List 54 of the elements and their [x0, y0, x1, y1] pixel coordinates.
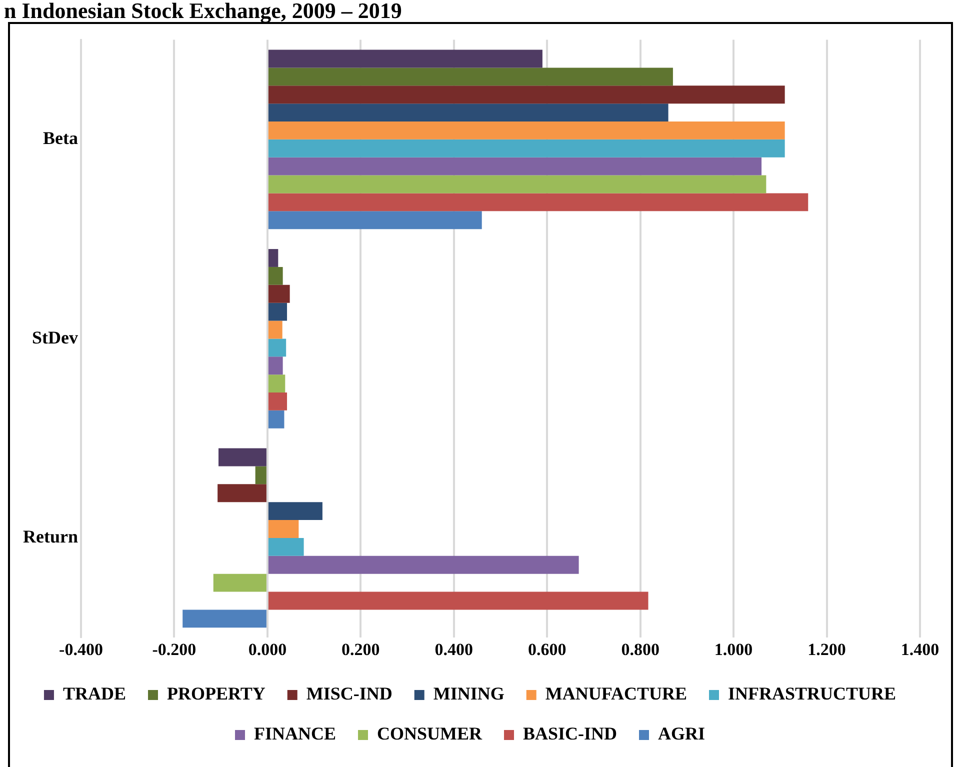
x-tick-label: 0.600 — [528, 640, 566, 660]
x-tick-label: 1.200 — [808, 640, 846, 660]
bar — [218, 484, 266, 502]
legend-label: PROPERTY — [166, 684, 266, 704]
bar — [268, 157, 762, 176]
legend-label: FINANCE — [254, 724, 336, 744]
legend-label: CONSUMER — [376, 724, 483, 744]
x-tick-label: 1.000 — [714, 640, 753, 660]
x-tick-label: -0.200 — [152, 640, 196, 660]
bar — [213, 574, 266, 592]
legend-label: AGRI — [658, 724, 706, 744]
bar — [268, 320, 282, 339]
bar — [268, 410, 284, 428]
x-tick-label: 0.800 — [621, 640, 660, 660]
bar — [268, 50, 542, 68]
bar — [268, 175, 766, 194]
bar — [268, 592, 648, 610]
legend-label: MANUFACTURE — [545, 684, 688, 704]
legend-label: INFRASTRUCTURE — [728, 684, 896, 704]
bar — [268, 249, 278, 267]
x-tick-label: -0.400 — [59, 640, 103, 660]
legend-label: MINING — [433, 684, 504, 704]
bar — [268, 284, 290, 303]
bar — [268, 193, 808, 212]
bar — [268, 302, 288, 321]
bar — [268, 266, 283, 285]
bar — [268, 538, 304, 556]
bar — [268, 104, 668, 122]
y-tick-label: StDev — [32, 327, 78, 348]
legend-label: BASIC-IND — [522, 724, 618, 744]
bar — [268, 502, 322, 520]
legend-label: TRADE — [62, 684, 126, 704]
x-tick-label: 0.400 — [434, 640, 474, 660]
bar — [268, 86, 785, 104]
bar — [268, 374, 286, 392]
bar — [268, 139, 785, 158]
chart-title: n Indonesian Stock Exchange, 2009 – 2019 — [4, 0, 402, 24]
bar — [268, 338, 286, 357]
bar — [268, 556, 579, 574]
bar — [268, 520, 299, 538]
bar — [255, 466, 266, 484]
y-tick-label: Beta — [42, 128, 78, 148]
bar — [268, 68, 673, 86]
legend-label: MISC-IND — [306, 684, 392, 704]
bar — [268, 392, 288, 410]
bar — [268, 356, 283, 375]
bar — [268, 122, 785, 140]
x-tick-label: 0.000 — [248, 640, 287, 660]
bar — [268, 211, 482, 230]
x-tick-label: 1.400 — [900, 640, 940, 660]
bar — [218, 448, 266, 466]
y-tick-label: Return — [22, 526, 78, 547]
bar — [182, 610, 266, 628]
x-tick-label: 0.200 — [342, 640, 380, 660]
